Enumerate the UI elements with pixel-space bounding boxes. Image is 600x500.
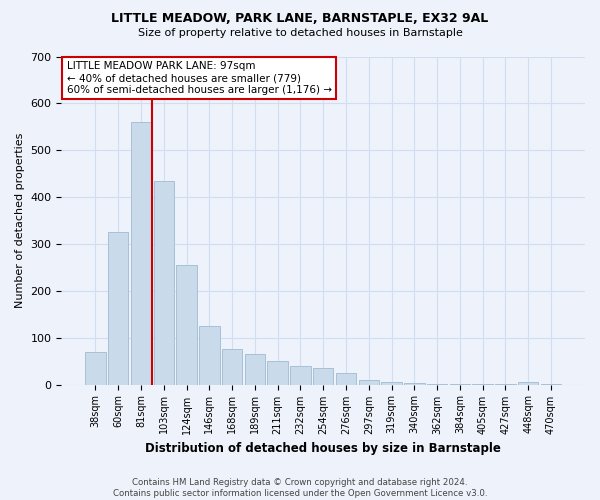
Text: LITTLE MEADOW, PARK LANE, BARNSTAPLE, EX32 9AL: LITTLE MEADOW, PARK LANE, BARNSTAPLE, EX… — [112, 12, 488, 26]
Bar — [85, 352, 106, 384]
Bar — [381, 382, 402, 384]
Y-axis label: Number of detached properties: Number of detached properties — [15, 133, 25, 308]
Bar — [336, 373, 356, 384]
Text: Size of property relative to detached houses in Barnstaple: Size of property relative to detached ho… — [137, 28, 463, 38]
Text: LITTLE MEADOW PARK LANE: 97sqm
← 40% of detached houses are smaller (779)
60% of: LITTLE MEADOW PARK LANE: 97sqm ← 40% of … — [67, 62, 332, 94]
Bar — [131, 122, 151, 384]
Bar — [245, 354, 265, 384]
Bar — [518, 382, 538, 384]
Bar — [176, 265, 197, 384]
Bar — [154, 180, 174, 384]
Bar — [359, 380, 379, 384]
Bar — [268, 361, 288, 384]
Bar — [199, 326, 220, 384]
Bar — [222, 350, 242, 384]
Bar — [290, 366, 311, 384]
Bar — [313, 368, 334, 384]
Bar — [404, 383, 425, 384]
Bar — [108, 232, 128, 384]
Text: Contains HM Land Registry data © Crown copyright and database right 2024.
Contai: Contains HM Land Registry data © Crown c… — [113, 478, 487, 498]
X-axis label: Distribution of detached houses by size in Barnstaple: Distribution of detached houses by size … — [145, 442, 501, 455]
